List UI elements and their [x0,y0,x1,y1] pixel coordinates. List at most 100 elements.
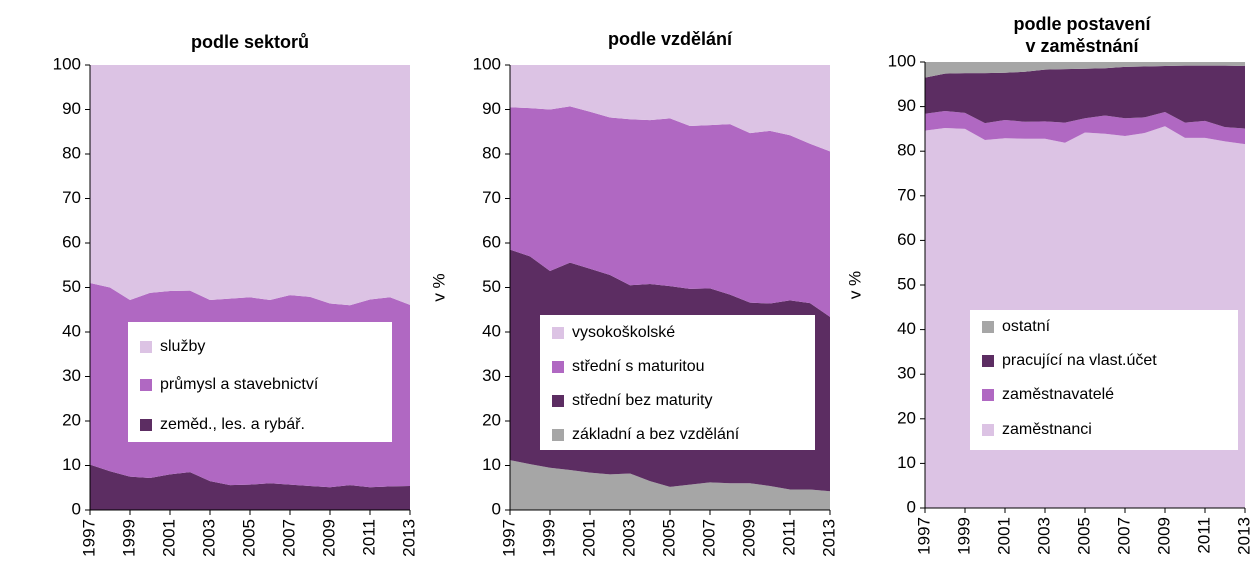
area-series [925,111,1245,145]
y-tick-label: 30 [482,366,501,385]
x-tick-label: 1997 [499,519,518,557]
y-tick-label: 60 [482,232,501,251]
legend-label: střední s maturitou [572,358,705,375]
y-tick-label: 100 [53,54,81,73]
legend-box [540,315,815,450]
y-tick-label: 40 [482,321,501,340]
legend-box [970,310,1238,450]
legend-swatch [552,361,564,373]
x-tick-label: 2003 [199,519,218,557]
area-series [925,65,1245,129]
y-tick-label: 100 [473,54,501,73]
y-tick-label: 50 [482,277,501,296]
legend-swatch [982,355,994,367]
legend: vysokoškolské střední s maturitou střední … [540,315,815,450]
x-tick-label: 2013 [819,519,838,557]
y-tick-label: 100 [888,51,916,70]
x-tick-label: 2005 [239,519,258,557]
x-tick-label: 2007 [1114,517,1133,555]
x-tick-label: 2011 [779,519,798,556]
legend-swatch [140,419,152,431]
legend-swatch [982,424,994,436]
x-tick-label: 2007 [279,519,298,557]
legend-swatch [982,321,994,333]
area-series [90,464,410,510]
x-tick-label: 2003 [1034,517,1053,555]
area-series [925,62,1245,78]
legend-label: vysokoškolské [572,324,675,341]
x-tick-label: 2001 [994,517,1013,555]
y-tick-label: 20 [482,410,501,429]
x-tick-label: 2009 [739,519,758,557]
x-tick-label: 2013 [1234,517,1253,555]
chart-title: v zaměstnání [1025,36,1139,56]
y-tick-label: 0 [72,499,81,518]
area-series [510,106,830,317]
legend-label: zaměstnanci [1002,421,1092,438]
x-tick-label: 2001 [159,519,178,557]
x-tick-label: 2011 [1194,517,1213,554]
y-tick-label: 60 [897,230,916,249]
x-tick-label: 2011 [359,519,378,556]
x-tick-label: 2007 [699,519,718,557]
legend-label: pracující na vlast.účet [1002,352,1157,369]
y-tick-label: 60 [62,232,81,251]
legend-swatch [140,379,152,391]
y-tick-label: 20 [62,410,81,429]
legend-label: ostatní [1002,318,1051,335]
y-tick-label: 70 [897,185,916,204]
y-tick-label: 20 [897,408,916,427]
legend-swatch [140,341,152,353]
y-tick-label: 80 [897,141,916,160]
legend-label: služby [160,338,205,355]
x-tick-label: 1999 [954,517,973,555]
y-tick-label: 90 [482,99,501,118]
legend: ostatní pracující na vlast.účet zaměstnava… [970,310,1238,450]
y-tick-label: 70 [62,188,81,207]
x-tick-label: 2005 [1074,517,1093,555]
y-tick-label: 80 [482,143,501,162]
y-axis-label: v % [429,273,448,301]
x-tick-label: 1997 [914,517,933,555]
y-tick-label: 50 [897,274,916,293]
x-tick-label: 1997 [79,519,98,557]
y-tick-label: 10 [62,455,81,474]
legend: služby průmysl a stavebnictví zeměd., les.… [128,322,392,442]
x-tick-label: 1999 [539,519,558,557]
x-tick-label: 2003 [619,519,638,557]
y-tick-label: 30 [62,366,81,385]
x-tick-label: 2005 [659,519,678,557]
y-tick-label: 0 [907,497,916,516]
chart-title: podle postavení [1013,14,1151,34]
area-series [90,65,410,306]
legend-label: zeměd., les. a rybář. [160,416,305,433]
y-tick-label: 50 [62,277,81,296]
legend-label: průmysl a stavebnictví [160,375,319,393]
x-tick-label: 1999 [119,519,138,557]
x-tick-label: 2001 [579,519,598,557]
legend-label: zaměstnavatelé [1002,386,1114,403]
x-tick-label: 2009 [1154,517,1173,555]
y-tick-label: 10 [482,455,501,474]
y-tick-label: 40 [62,321,81,340]
legend-swatch [552,395,564,407]
legend-swatch [552,429,564,441]
x-tick-label: 2009 [319,519,338,557]
y-tick-label: 40 [897,319,916,338]
chart-title: podle vzdělání [608,29,733,49]
chart-title: podle sektorů [191,32,309,52]
y-tick-label: 80 [62,143,81,162]
y-tick-label: 90 [897,96,916,115]
y-tick-label: 10 [897,453,916,472]
legend-label: střední bez maturity [572,392,713,409]
area-series [510,65,830,152]
legend-swatch [982,389,994,401]
y-tick-label: 30 [897,364,916,383]
y-axis-label: v % [845,271,864,299]
y-tick-label: 90 [62,99,81,118]
y-tick-label: 0 [492,499,501,518]
legend-label: základní a bez vzdělání [572,426,740,443]
y-tick-label: 70 [482,188,501,207]
legend-swatch [552,327,564,339]
